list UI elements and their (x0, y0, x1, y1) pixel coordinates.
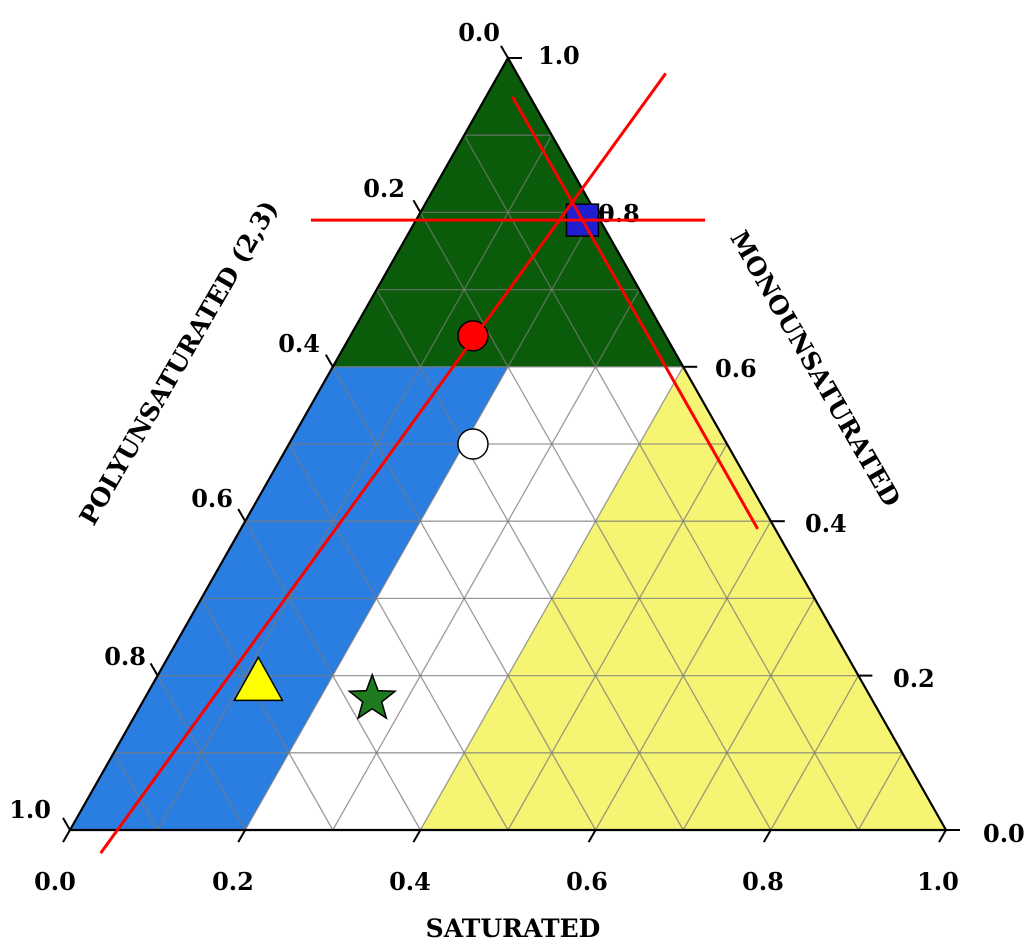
bottom-axis-title: SATURATED (426, 914, 601, 943)
left-tick (238, 509, 245, 521)
left-tick-label: 0.6 (191, 484, 233, 513)
right-tick-label: 0.0 (983, 819, 1025, 848)
left-tick (326, 355, 333, 367)
bottom-tick-label: 0.4 (389, 867, 431, 896)
left-tick-label: 0.0 (458, 18, 500, 47)
left-tick (151, 663, 158, 675)
right-tick-label: 1.0 (538, 41, 580, 70)
left-tick-label: 0.8 (104, 642, 146, 671)
right-tick-label: 0.8 (598, 199, 640, 228)
left-tick-label: 0.2 (363, 174, 405, 203)
right-tick-label: 0.6 (715, 354, 757, 383)
bottom-tick-labels: 0.0 0.2 0.4 0.6 0.8 1.0 (34, 867, 959, 896)
left-tick (501, 46, 508, 58)
left-tick-label: 0.4 (278, 329, 320, 358)
left-tick-label: 1.0 (9, 795, 51, 824)
bottom-tick-label: 1.0 (917, 867, 959, 896)
bottom-tick (939, 830, 946, 842)
bottom-tick (589, 830, 596, 842)
left-tick (63, 818, 70, 830)
right-tick-label: 0.4 (805, 509, 847, 538)
bottom-tick-label: 0.0 (34, 867, 76, 896)
left-axis-title: POLYUNSATURATED (2,3) (74, 195, 284, 530)
right-tick-label: 0.2 (893, 664, 935, 693)
left-tick (413, 200, 420, 212)
bottom-tick-label: 0.6 (566, 867, 608, 896)
bottom-tick (764, 830, 771, 842)
bottom-tick-label: 0.8 (742, 867, 784, 896)
bottom-tick (63, 830, 70, 842)
bottom-tick (413, 830, 420, 842)
bottom-tick-label: 0.2 (212, 867, 254, 896)
bottom-tick (238, 830, 245, 842)
point-circle-white (458, 429, 488, 459)
